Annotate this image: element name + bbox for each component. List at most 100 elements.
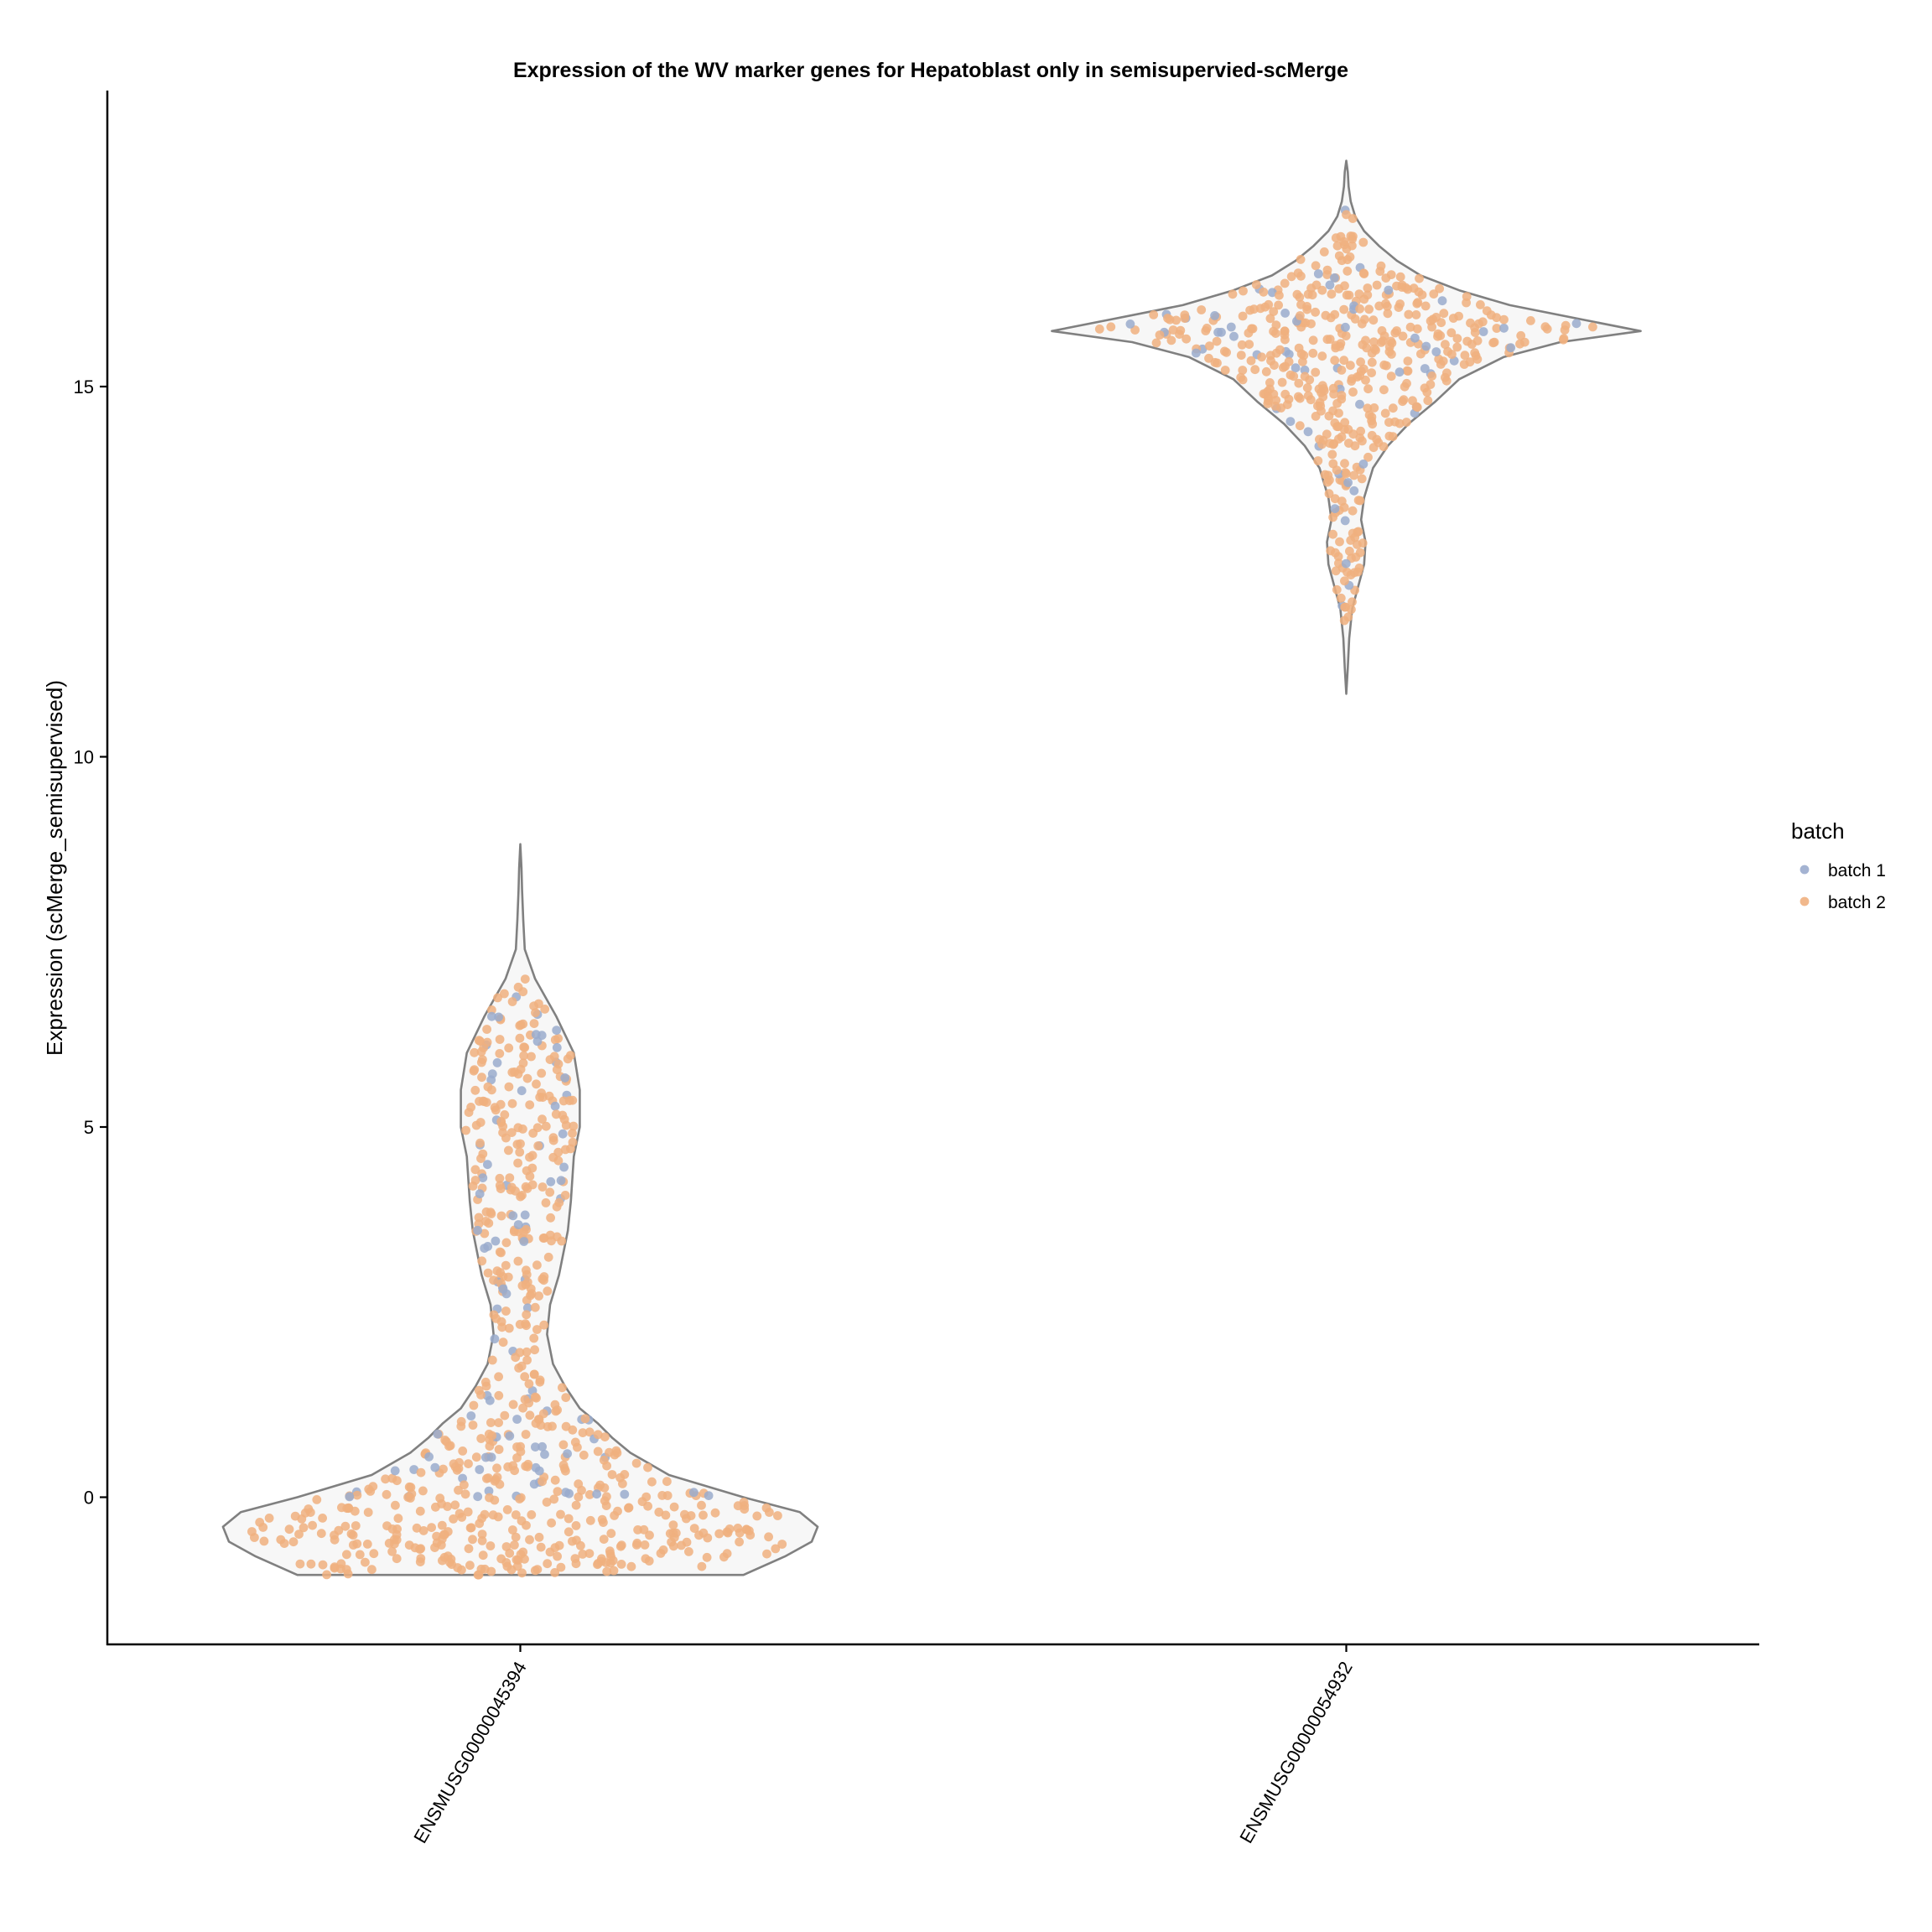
data-point xyxy=(340,1521,351,1531)
data-point xyxy=(571,1521,581,1530)
data-point xyxy=(1319,384,1328,393)
data-point xyxy=(1348,429,1358,439)
data-point xyxy=(436,1540,446,1550)
data-point xyxy=(344,1504,354,1514)
data-point xyxy=(387,1546,397,1556)
data-point xyxy=(480,1377,491,1387)
data-point xyxy=(500,989,509,999)
data-point xyxy=(495,1173,505,1183)
data-point xyxy=(699,1510,708,1520)
data-point xyxy=(504,1043,514,1053)
data-point xyxy=(543,1559,553,1569)
data-point xyxy=(1341,558,1351,569)
data-point xyxy=(494,1372,503,1382)
data-point xyxy=(1347,605,1356,615)
data-point xyxy=(549,1494,559,1504)
data-point xyxy=(1411,310,1421,319)
data-point xyxy=(308,1520,317,1530)
data-point xyxy=(1330,309,1340,319)
data-point xyxy=(561,1488,570,1498)
data-point xyxy=(1342,290,1352,300)
data-point xyxy=(702,1552,712,1562)
data-point xyxy=(433,1429,443,1439)
data-point xyxy=(1542,324,1552,334)
data-point xyxy=(1372,280,1382,290)
data-point xyxy=(528,1129,538,1138)
data-point xyxy=(538,1182,548,1192)
data-point xyxy=(571,1500,581,1510)
data-point xyxy=(522,1520,531,1530)
data-point xyxy=(1519,337,1530,347)
data-point xyxy=(1438,356,1448,366)
data-point xyxy=(511,1532,521,1542)
data-point xyxy=(1420,301,1431,311)
data-point xyxy=(522,1355,532,1365)
data-point xyxy=(482,1025,491,1034)
data-point xyxy=(473,1570,483,1580)
data-point xyxy=(316,1529,326,1539)
data-point xyxy=(624,1504,633,1513)
data-point xyxy=(482,1037,492,1047)
data-point xyxy=(1395,299,1405,309)
data-point xyxy=(540,1450,549,1459)
data-point xyxy=(580,1414,590,1424)
data-point xyxy=(689,1488,699,1498)
data-point xyxy=(525,1152,534,1162)
data-point xyxy=(508,1525,517,1535)
data-point xyxy=(454,1485,463,1495)
data-point xyxy=(532,1565,543,1574)
data-point xyxy=(722,1527,732,1537)
data-point xyxy=(470,1047,479,1057)
data-point xyxy=(578,1550,588,1559)
data-point xyxy=(247,1527,257,1536)
data-point xyxy=(1355,496,1365,506)
data-point xyxy=(522,1347,532,1357)
data-point xyxy=(478,1550,488,1561)
data-point xyxy=(1260,302,1270,312)
data-point xyxy=(551,1109,561,1119)
data-point xyxy=(1182,334,1192,344)
data-point xyxy=(1356,426,1365,436)
data-point xyxy=(584,1490,595,1499)
data-point xyxy=(1280,309,1290,318)
data-point xyxy=(506,1182,517,1192)
data-point xyxy=(1492,324,1502,333)
data-point xyxy=(568,1425,578,1435)
data-point xyxy=(527,1052,536,1062)
data-point xyxy=(1269,389,1279,399)
data-point xyxy=(1311,307,1320,317)
data-point xyxy=(545,1055,555,1064)
data-point xyxy=(1317,439,1327,449)
data-point xyxy=(1386,371,1396,382)
data-point xyxy=(1319,247,1329,257)
data-point xyxy=(295,1559,305,1569)
data-point xyxy=(609,1566,619,1576)
data-point xyxy=(454,1509,465,1519)
data-point xyxy=(418,1486,428,1496)
data-point xyxy=(513,1256,523,1266)
data-point xyxy=(512,1453,522,1462)
data-point xyxy=(553,1059,564,1069)
data-point xyxy=(540,1005,550,1014)
data-point xyxy=(1368,315,1379,325)
data-point xyxy=(735,1537,744,1547)
data-point xyxy=(1197,305,1207,314)
data-point xyxy=(512,1140,522,1150)
data-point xyxy=(1238,366,1248,375)
data-point xyxy=(662,1477,672,1487)
data-point xyxy=(1322,429,1332,439)
data-point xyxy=(1486,310,1496,320)
data-point xyxy=(1251,280,1261,289)
data-point xyxy=(1369,337,1379,347)
data-point xyxy=(1478,327,1488,336)
data-point xyxy=(1431,347,1441,356)
data-point xyxy=(512,1561,522,1571)
data-point xyxy=(697,1561,707,1571)
data-point xyxy=(475,1519,485,1529)
data-point xyxy=(595,1480,605,1490)
data-point xyxy=(1350,441,1360,451)
data-point xyxy=(516,1441,525,1452)
data-point xyxy=(492,1266,502,1276)
data-point xyxy=(498,1284,508,1294)
data-point xyxy=(1322,265,1332,275)
